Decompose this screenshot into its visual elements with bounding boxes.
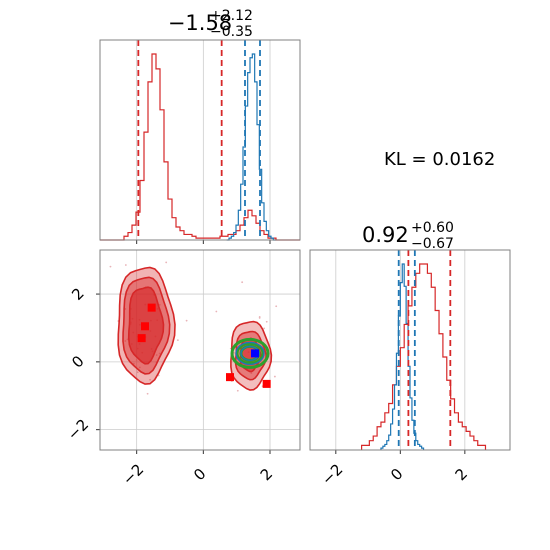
joint-sample-point-14 bbox=[138, 366, 141, 369]
joint-sample-point-13 bbox=[158, 303, 161, 306]
joint-ytick-label-0: −2 bbox=[64, 415, 92, 443]
joint-sample-point-58 bbox=[258, 316, 261, 318]
joint-xtick-label-1: 0 bbox=[190, 465, 209, 484]
joint-red-marker-3 bbox=[226, 373, 234, 382]
joint-sample-point-5 bbox=[146, 392, 149, 395]
marginal-panel-param-2: −2 0 2 bbox=[309, 249, 511, 489]
marginal-1-red-hist bbox=[100, 53, 300, 241]
joint-red-marker-4 bbox=[262, 379, 271, 388]
marginal-2-frame bbox=[309, 249, 511, 451]
joint-blue-contour-outer bbox=[235, 341, 265, 366]
joint-ytick-label-2: 2 bbox=[68, 284, 87, 303]
joint-sample-point-26 bbox=[185, 319, 188, 322]
joint-blue-marker bbox=[251, 349, 259, 358]
joint-sample-point-63 bbox=[265, 320, 268, 323]
joint-sample-point-54 bbox=[263, 327, 266, 330]
title-param-1: −1.58 bbox=[168, 11, 232, 35]
marginal-2-red-hist bbox=[361, 263, 487, 450]
joint-panel: −2 0 2 −2 0 2 bbox=[64, 249, 301, 489]
title-param-1-minus: −0.35 bbox=[210, 24, 253, 40]
joint-green-contour-outer bbox=[230, 337, 270, 369]
joint-sample-point-60 bbox=[273, 375, 276, 378]
marginal-panel-param-1 bbox=[99, 39, 301, 244]
marginal-2-blue-hist bbox=[380, 263, 425, 450]
joint-red-marker-0 bbox=[147, 303, 156, 312]
marginal-2-xtick-label-0: −2 bbox=[318, 460, 346, 488]
joint-sample-point-65 bbox=[250, 372, 253, 374]
joint-sample-point-55 bbox=[236, 389, 239, 392]
joint-sample-point-53 bbox=[275, 305, 278, 308]
joint-xtick-label-0: −2 bbox=[119, 460, 147, 488]
joint-sample-point-62 bbox=[241, 281, 244, 284]
joint-xtick-label-2: 2 bbox=[257, 465, 276, 484]
joint-sample-point-0 bbox=[215, 310, 218, 313]
title-param-1-plus: +2.12 bbox=[210, 8, 253, 24]
title-param-2-minus: −0.67 bbox=[411, 236, 454, 252]
joint-sample-point-31 bbox=[176, 339, 179, 342]
marginal-1-blue-hist bbox=[226, 53, 276, 241]
title-param-2-plus: +0.60 bbox=[411, 220, 454, 236]
joint-sample-point-32 bbox=[149, 378, 151, 381]
joint-sample-point-21 bbox=[109, 265, 112, 268]
joint-sample-point-4 bbox=[158, 352, 161, 355]
joint-sample-point-38 bbox=[136, 371, 139, 374]
joint-sample-point-45 bbox=[155, 354, 158, 356]
joint-ytick-label-1: 0 bbox=[68, 352, 87, 371]
joint-frame bbox=[99, 249, 301, 451]
joint-sample-point-46 bbox=[124, 340, 127, 342]
joint-red-marker-2 bbox=[137, 334, 146, 343]
title-param-1-main: −1.58 bbox=[168, 11, 232, 35]
joint-green-contour-mid bbox=[235, 341, 265, 365]
title-param-2-main: 0.92 bbox=[362, 223, 409, 247]
marginal-2-xtick-label-1: 0 bbox=[387, 465, 406, 484]
joint-sample-point-23 bbox=[124, 264, 127, 266]
marginal-1-frame bbox=[99, 39, 301, 241]
kl-annotation: KL = 0.0162 bbox=[384, 149, 495, 170]
marginal-2-xtick-label-2: 2 bbox=[452, 465, 471, 484]
joint-sample-point-39 bbox=[135, 359, 138, 361]
joint-sample-point-34 bbox=[165, 261, 168, 264]
joint-red-marker-1 bbox=[141, 322, 149, 331]
